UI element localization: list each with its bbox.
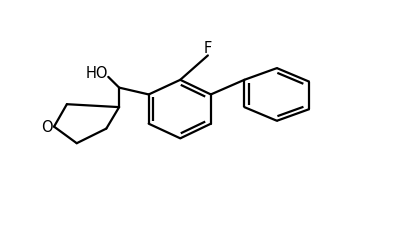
Text: F: F (204, 41, 212, 56)
Text: HO: HO (85, 65, 108, 80)
Text: O: O (41, 120, 53, 135)
